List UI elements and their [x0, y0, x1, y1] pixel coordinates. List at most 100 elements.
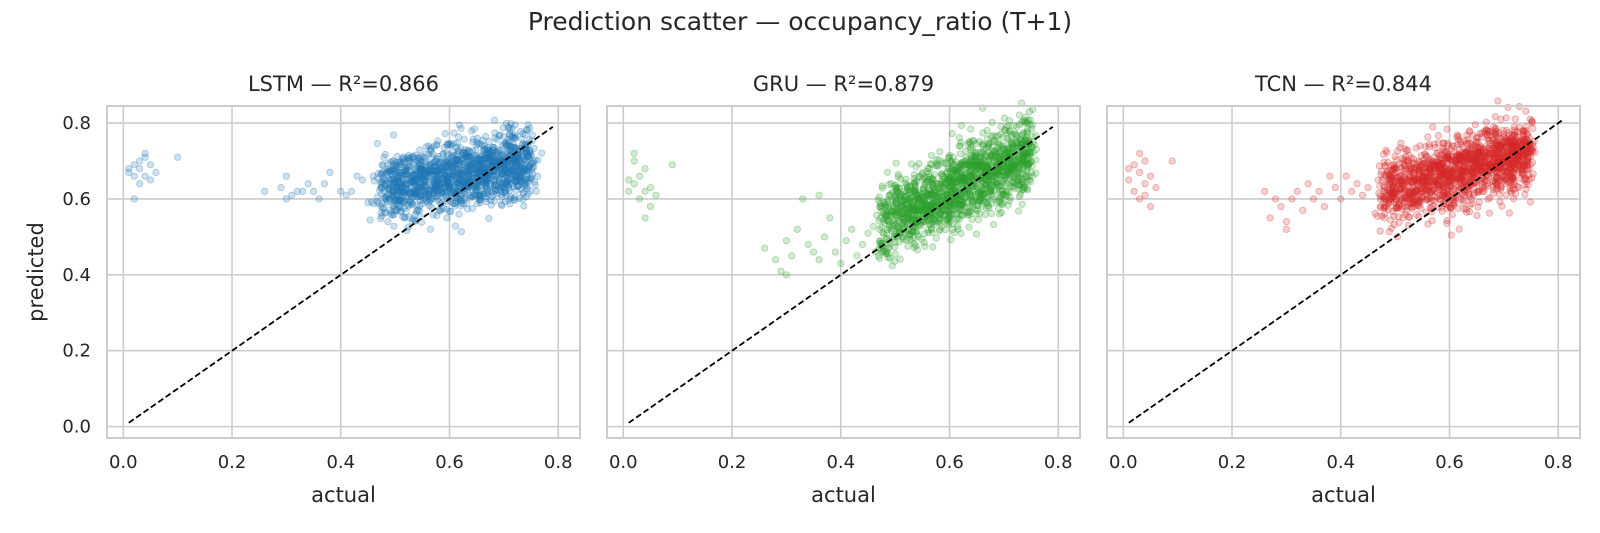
data-point: [367, 198, 376, 206]
data-point: [485, 146, 493, 154]
data-point: [439, 170, 447, 178]
x-tick-label: 0.8: [1544, 452, 1573, 473]
data-point: [1428, 157, 1436, 166]
data-point: [402, 164, 410, 172]
data-point: [1429, 123, 1437, 131]
data-point: [978, 149, 986, 157]
data-point: [1025, 108, 1034, 116]
data-point: [389, 131, 398, 139]
data-point: [1443, 216, 1451, 225]
data-point: [933, 179, 941, 187]
data-point: [510, 171, 518, 179]
data-point: [519, 130, 527, 138]
data-point: [466, 192, 474, 200]
outlier-point: [1282, 218, 1291, 226]
outlier-point: [130, 161, 138, 169]
data-point: [498, 201, 506, 210]
data-point: [490, 146, 498, 155]
data-point: [497, 190, 506, 199]
data-point: [529, 170, 537, 178]
data-point: [1391, 168, 1399, 176]
data-point: [1382, 161, 1390, 170]
outlier-point: [1130, 187, 1138, 195]
data-point: [410, 179, 418, 187]
data-point: [473, 200, 481, 208]
x-axis-label: actual: [811, 483, 876, 507]
x-tick-label: 0.4: [1326, 452, 1355, 473]
data-point: [995, 164, 1004, 172]
outlier-point: [146, 161, 155, 169]
outlier-point: [1136, 149, 1144, 158]
data-point: [509, 133, 517, 141]
data-point: [494, 182, 503, 190]
data-point: [418, 168, 427, 176]
data-point: [463, 199, 471, 208]
data-point: [1415, 169, 1424, 178]
data-point: [385, 167, 393, 176]
data-point: [398, 181, 406, 189]
y-tick-label: 0.8: [62, 113, 91, 134]
data-point: [523, 126, 531, 134]
data-point: [436, 207, 444, 215]
x-tick-label: 0.2: [218, 452, 247, 473]
data-point: [486, 159, 494, 168]
data-point: [400, 157, 408, 165]
data-point: [373, 193, 381, 201]
data-point: [423, 173, 431, 182]
data-point: [906, 196, 914, 204]
data-point: [402, 207, 410, 215]
data-point: [423, 172, 431, 180]
data-point: [395, 202, 403, 210]
outlier-point: [668, 161, 676, 169]
outlier-point: [293, 187, 301, 195]
data-point: [448, 163, 456, 171]
data-point: [401, 214, 409, 222]
data-point: [432, 176, 440, 184]
data-point: [441, 177, 449, 185]
data-point: [425, 142, 433, 150]
data-point: [394, 178, 402, 186]
data-point: [1011, 163, 1019, 171]
data-point: [1468, 195, 1476, 204]
data-point: [443, 176, 452, 184]
outlier-point: [136, 165, 144, 173]
data-point: [891, 250, 899, 258]
data-point: [463, 149, 471, 158]
data-point: [378, 212, 386, 220]
data-point: [925, 190, 933, 198]
data-point: [1460, 162, 1469, 170]
data-point: [956, 142, 964, 150]
data-point: [501, 171, 509, 179]
outlier-point: [348, 187, 356, 195]
data-point: [460, 135, 468, 143]
data-point: [485, 214, 493, 223]
data-point: [504, 171, 512, 179]
data-point: [879, 228, 887, 237]
data-point: [394, 188, 402, 197]
data-point: [1388, 184, 1396, 193]
data-point: [412, 189, 420, 198]
data-point: [463, 160, 472, 169]
data-point: [1399, 167, 1407, 175]
outlier-point: [809, 248, 818, 256]
data-point: [422, 181, 430, 189]
outlier-point: [864, 229, 872, 237]
data-point: [434, 152, 442, 161]
x-axis-label: actual: [311, 483, 376, 507]
data-point: [447, 176, 455, 184]
outlier-point: [125, 168, 133, 176]
data-point: [483, 154, 491, 162]
data-point: [441, 172, 450, 180]
data-point: [1453, 131, 1462, 139]
data-point: [437, 184, 445, 192]
data-point: [520, 169, 528, 177]
data-point: [447, 207, 455, 215]
data-point: [393, 152, 401, 161]
data-point: [420, 177, 428, 186]
data-point: [390, 211, 398, 219]
data-point: [461, 190, 469, 198]
outlier-point: [288, 191, 296, 199]
data-point: [391, 178, 399, 186]
data-point: [513, 177, 521, 185]
